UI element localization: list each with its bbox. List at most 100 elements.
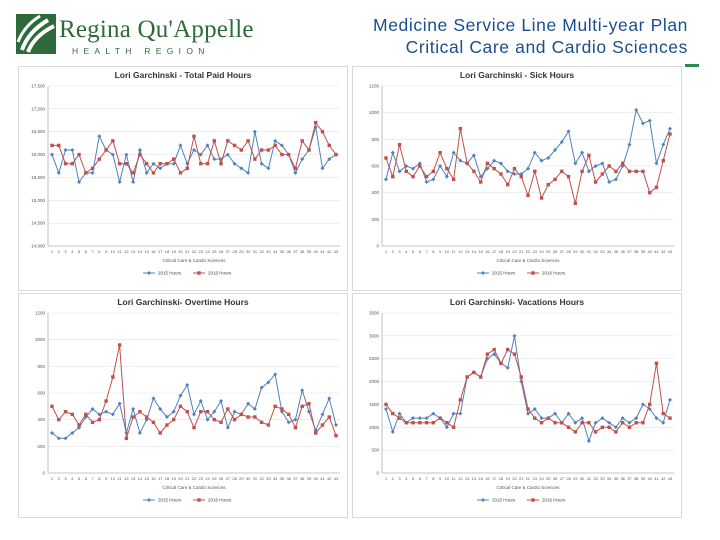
x-tick-label: 2 [58,476,61,481]
x-tick-label: 26 [219,476,224,481]
data-point [225,152,230,157]
chart-svg: Lori Garchinski - Sick Hours 0 200 400 600 80… [352,66,682,291]
x-tick-label: 24 [205,476,210,481]
x-tick-label: 34 [607,476,612,481]
x-tick-label: 42 [327,249,332,254]
data-point [266,166,271,171]
y-tick-label: 3500 [369,311,380,316]
data-point [279,409,284,414]
data-point [478,180,483,184]
data-point [84,412,88,417]
data-point [212,139,216,143]
x-tick-label: 2 [58,249,61,254]
x-tick-label: 26 [553,476,558,481]
data-point [560,421,564,425]
x-tick-label: 13 [131,249,136,254]
data-point [445,166,449,171]
data-point [640,402,645,407]
data-point [384,407,388,411]
chart-frame [18,66,348,291]
data-point [553,411,558,416]
x-tick-label: 31 [587,249,592,254]
chart-svg: Lori Garchinski- Overtime Hours 0 200 400 60… [18,293,348,518]
x-tick-label: 32 [593,249,598,254]
data-point [57,143,61,148]
x-tick-label: 22 [526,249,531,254]
data-point [384,177,388,182]
data-point [327,157,332,162]
data-point [334,433,338,438]
data-point [431,177,436,182]
data-point [573,201,578,206]
data-point [499,172,503,176]
data-point [266,380,271,385]
x-tick-label: 26 [219,249,224,254]
data-point [97,412,102,417]
y-tick-label: 2500 [369,356,380,361]
y-tick-label: 15,000 [31,198,45,203]
data-point [458,126,463,131]
chart-title: Lori Garchinski - Sick Hours [460,70,575,80]
data-point [668,126,672,131]
x-tick-label: 13 [465,249,470,254]
legend-marker [197,498,201,502]
x-tick-label: 35 [614,476,619,481]
x-tick-label: 15 [478,476,483,481]
data-point [205,409,210,414]
x-tick-label: 29 [573,249,578,254]
data-point [553,421,557,425]
data-point [110,412,115,417]
data-point [252,129,257,134]
data-point [117,180,122,184]
x-tick-label: 34 [273,249,278,254]
data-point [246,170,251,175]
data-point [158,431,162,435]
x-tick-label: 17 [492,249,497,254]
x-tick-label: 27 [226,476,231,481]
data-point [225,425,230,430]
data-point [63,148,68,152]
data-point [627,142,632,147]
data-point [56,170,61,175]
data-point [587,153,591,158]
data-point [334,152,338,157]
data-point [246,401,251,406]
x-tick-label: 40 [647,249,652,254]
data-point [559,140,564,144]
data-point [539,158,544,163]
data-point [293,425,298,430]
y-tick-label: 500 [371,448,379,453]
data-point [77,180,82,184]
data-point [668,397,672,402]
x-tick-label: 1 [385,249,388,254]
data-point [506,347,510,352]
data-point [50,152,54,157]
data-point [253,157,257,161]
data-point [566,411,571,416]
data-point [246,139,250,143]
data-point [485,161,490,166]
x-tick-label: 19 [171,249,176,254]
x-tick-label: 25 [546,476,551,481]
x-tick-label: 37 [627,249,632,254]
x-tick-label: 33 [600,249,605,254]
x-tick-label: 32 [593,476,598,481]
x-tick-label: 19 [505,476,510,481]
x-tick-label: 43 [668,249,673,254]
x-tick-label: 31 [587,476,592,481]
x-tick-label: 28 [232,476,237,481]
data-point [445,421,449,425]
x-tick-label: 8 [432,476,435,481]
x-tick-label: 43 [668,476,673,481]
data-point [117,401,122,406]
y-tick-label: 1000 [369,425,380,430]
data-point [327,415,331,419]
x-tick-label: 15 [478,249,483,254]
y-tick-label: 16,000 [31,152,45,157]
y-tick-label: 1000 [35,337,46,342]
page-title-line1: Medicine Service Line Multi-year Plan [373,15,688,35]
data-point [253,415,257,419]
chart-svg: Lori Garchinski - Total Paid Hours 14,000… [18,66,348,291]
data-point [320,412,325,417]
data-point [151,171,156,175]
